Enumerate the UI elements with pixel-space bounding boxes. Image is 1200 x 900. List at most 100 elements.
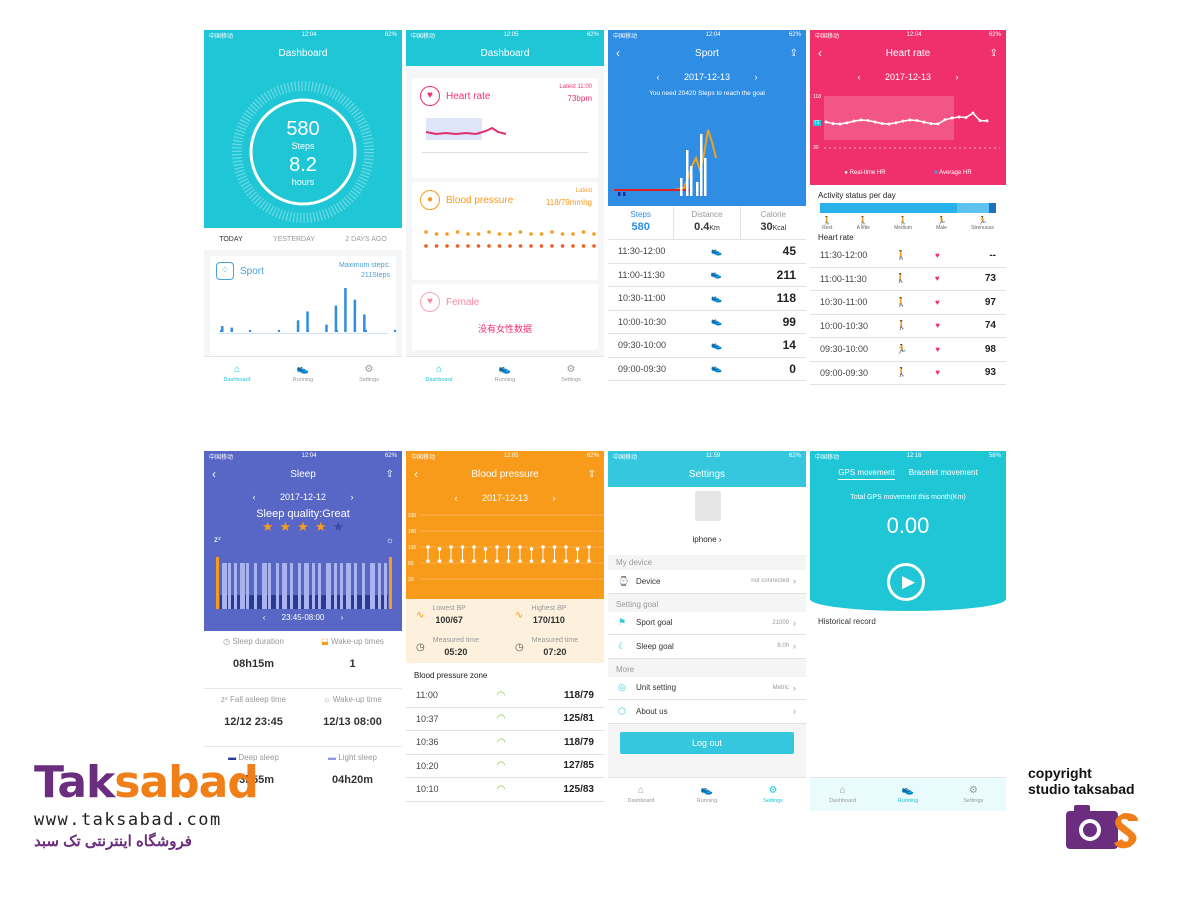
list-item[interactable]: 10:37 ◠ 125/81	[406, 707, 604, 731]
sport-goal-row[interactable]: ⚑ Sport goal 21000 ›	[608, 611, 806, 635]
bp-systolic-dot	[487, 230, 491, 234]
bp-systolic-dot	[592, 232, 596, 236]
next-date-icon[interactable]: ›	[350, 492, 354, 502]
back-icon[interactable]: ‹	[414, 467, 418, 481]
sleep-goal-row[interactable]: ☾ Sleep goal 8.0h ›	[608, 635, 806, 659]
share-icon[interactable]: ⇪	[989, 47, 998, 59]
lowest-bp: ∿ Lowest BP 100/67	[406, 599, 505, 631]
calorie-summary: Calorie 30Kcal	[739, 206, 806, 239]
share-icon[interactable]: ⇪	[587, 468, 596, 480]
prev-date-icon[interactable]: ‹	[656, 72, 660, 82]
highest-bp-value: 170/110	[532, 615, 565, 625]
blood-pressure-card[interactable]: ● Blood pressure Latest 118/79mmhg	[412, 182, 598, 280]
device-row[interactable]: ⌚ Device not connected ›	[608, 570, 806, 594]
username[interactable]: iphone ›	[692, 535, 722, 544]
prev-date-icon[interactable]: ‹	[454, 493, 458, 503]
tab-dashboard[interactable]: ⌂ Dashboard	[608, 778, 674, 811]
nav-bar: Dashboard	[204, 40, 402, 66]
female-card[interactable]: ♥ Female 没有女性数据	[412, 284, 598, 350]
device-label: Device	[636, 576, 661, 586]
list-item[interactable]: 11:30-12:00 👟 45	[608, 240, 806, 264]
list-item[interactable]: 10:10 ◠ 125/83	[406, 778, 604, 802]
tab-dashboard[interactable]: ⌂ Dashboard	[810, 778, 875, 811]
share-icon[interactable]: ⇪	[385, 468, 394, 480]
hr-point	[957, 115, 961, 119]
carrier: 中国移动	[613, 454, 638, 461]
status-time: 11:59	[705, 453, 721, 459]
list-item[interactable]: 09:00-09:30 🚶 ♥ 93	[810, 361, 1006, 385]
list-item[interactable]: 11:30-12:00 🚶 ♥ --	[810, 244, 1006, 268]
tab-settings[interactable]: ⚙ Settings	[336, 357, 402, 390]
tab-dashboard-label: Dashboard	[627, 798, 655, 804]
brand-url[interactable]: www.taksabad.com	[34, 810, 222, 830]
back-icon[interactable]: ‹	[818, 46, 822, 60]
heart-rate-card[interactable]: ♥ Heart rate Latest 11:00 73bpm	[412, 78, 598, 178]
logout-button[interactable]: Log out	[620, 731, 794, 754]
sport-card[interactable]: ⁘ Sport Maximum steps: 211Steps	[210, 256, 397, 356]
shoe-icon: 👟	[711, 245, 723, 256]
avatar[interactable]	[695, 491, 721, 521]
list-item[interactable]: 09:30-10:00 👟 14	[608, 334, 806, 358]
wakeup-times-value: 1	[349, 658, 356, 670]
tab-settings[interactable]: ⚙ Settings	[941, 778, 1006, 811]
tab-settings[interactable]: ⚙ Settings	[740, 778, 806, 811]
date-switcher: ‹ 2017-12-13 ›	[810, 72, 1006, 82]
next-date-icon[interactable]: ›	[754, 72, 758, 82]
tab-running[interactable]: 👟 Running	[472, 357, 538, 390]
list-item[interactable]: 09:30-10:00 🏃 ♥ 98	[810, 338, 1006, 362]
list-item[interactable]: 10:00-10:30 👟 99	[608, 310, 806, 334]
calorie-value: 30	[760, 221, 773, 233]
list-item[interactable]: 10:00-10:30 🚶 ♥ 74	[810, 314, 1006, 338]
next-date-icon[interactable]: ›	[552, 493, 556, 503]
shoe-icon: 👟	[498, 364, 512, 375]
play-button[interactable]: ▶	[887, 563, 925, 601]
tab-running-label: Running	[292, 377, 314, 383]
nav-bar: ‹ Sleep ⇪	[204, 461, 402, 487]
gps-header: 中国移动 12:16 58% GPS movement Bracelet mov…	[810, 451, 1006, 611]
about-row[interactable]: ⬡ About us ›	[608, 700, 806, 724]
movement-tabs: GPS movement Bracelet movement	[810, 468, 1006, 480]
prev-range-icon[interactable]: ‹	[262, 613, 266, 622]
back-icon[interactable]: ‹	[212, 467, 216, 481]
list-item[interactable]: 10:30-11:00 👟 118	[608, 287, 806, 311]
tab-2-days-ago[interactable]: 2 DAYS AGO	[345, 235, 387, 243]
prev-date-icon[interactable]: ‹	[857, 72, 861, 82]
list-item[interactable]: 11:00-11:30 🚶 ♥ 73	[810, 267, 1006, 291]
next-range-icon[interactable]: ›	[340, 613, 344, 622]
screen-dashboard-cards: 中国移动 12:05 62% Dashboard ♥ Heart rate La…	[406, 30, 604, 390]
light-sleep-bar	[234, 563, 237, 609]
tab-gps-movement[interactable]: GPS movement	[838, 468, 895, 480]
list-item[interactable]: 10:36 ◠ 118/79	[406, 731, 604, 755]
tab-dashboard[interactable]: ⌂ Dashboard	[204, 357, 270, 390]
list-item[interactable]: 11:00-11:30 👟 211	[608, 263, 806, 287]
tab-today[interactable]: TODAY	[219, 235, 243, 243]
tab-running[interactable]: 👟 Running	[270, 357, 336, 390]
tab-yesterday[interactable]: YESTERDAY	[273, 235, 315, 243]
interval-time: 11:30-12:00	[820, 250, 868, 261]
next-date-icon[interactable]: ›	[955, 72, 959, 82]
heart-rate-label: Heart rate	[446, 91, 491, 102]
carrier: 中国移动	[209, 33, 234, 40]
watch-icon: ⌚	[618, 575, 630, 586]
list-item[interactable]: 11:00 ◠ 118/79	[406, 684, 604, 708]
list-item[interactable]: 09:00-09:30 👟 0	[608, 357, 806, 381]
prev-date-icon[interactable]: ‹	[252, 492, 256, 502]
list-item[interactable]: 10:30-11:00 🚶 ♥ 97	[810, 291, 1006, 315]
unit-setting-row[interactable]: ◎ Unit setting Metric ›	[608, 676, 806, 700]
list-item[interactable]: 10:20 ◠ 127/85	[406, 754, 604, 778]
tab-dashboard[interactable]: ⌂ Dashboard	[406, 357, 472, 390]
tab-running[interactable]: 👟 Running	[674, 778, 740, 811]
tab-bracelet-movement[interactable]: Bracelet movement	[908, 468, 978, 477]
tab-running[interactable]: 👟 Running	[875, 778, 940, 811]
share-icon[interactable]: ⇪	[789, 47, 798, 59]
heart-icon: ♥	[935, 250, 940, 260]
shoe-icon: 👟	[711, 316, 723, 327]
hr-point	[894, 121, 898, 125]
battery-level: 62%	[788, 453, 801, 459]
tab-settings[interactable]: ⚙ Settings	[538, 357, 604, 390]
step-bar	[704, 158, 707, 196]
back-icon[interactable]: ‹	[616, 46, 620, 60]
gauge-icon: ◠	[496, 689, 506, 701]
hr-point	[901, 119, 905, 123]
tab-running-label: Running	[696, 798, 718, 804]
